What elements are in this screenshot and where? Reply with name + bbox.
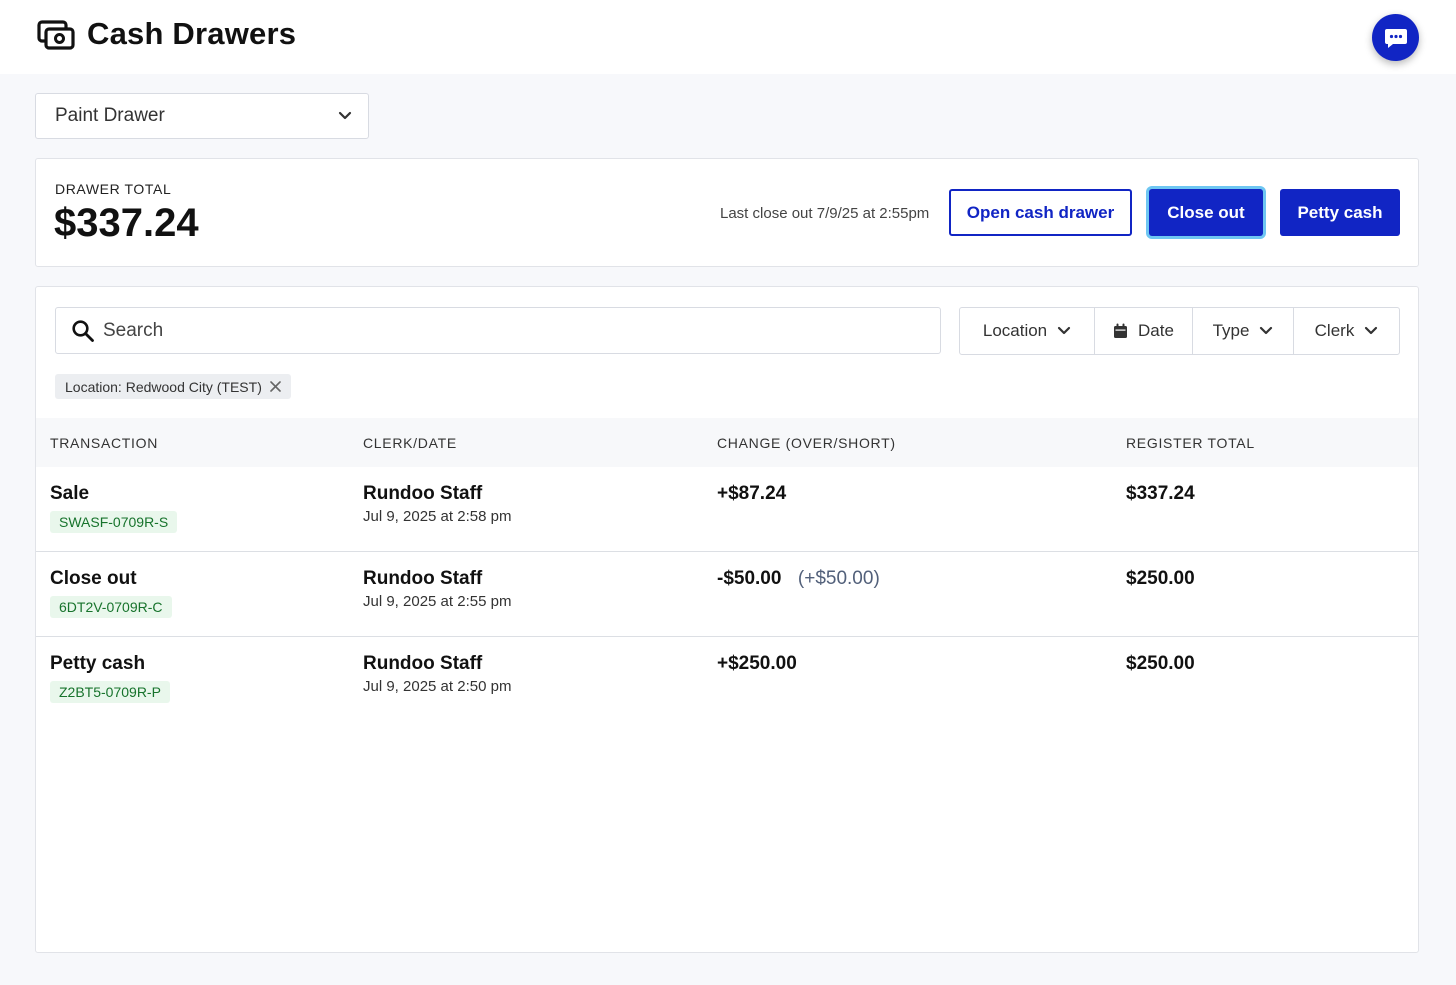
column-header-change: CHANGE (OVER/SHORT) bbox=[717, 435, 896, 451]
register-total: $337.24 bbox=[1126, 483, 1195, 504]
column-header-transaction: TRANSACTION bbox=[50, 435, 159, 451]
transaction-type: Petty cash bbox=[50, 653, 146, 674]
drawer-total-card: DRAWER TOTAL $337.24 Last close out 7/9/… bbox=[35, 158, 1419, 267]
clerk-filter-label: Clerk bbox=[1314, 321, 1355, 340]
chat-button[interactable] bbox=[1372, 14, 1419, 61]
calendar-icon bbox=[1114, 323, 1128, 338]
close-out-button[interactable]: Close out bbox=[1149, 189, 1263, 236]
table-row[interactable]: Petty cash Z2BT5-0709R-P Rundoo Staff Ju… bbox=[36, 637, 1418, 722]
transaction-id-badge: 6DT2V-0709R-C bbox=[50, 596, 172, 618]
column-header-register-total: REGISTER TOTAL bbox=[1126, 435, 1255, 451]
open-cash-drawer-button[interactable]: Open cash drawer bbox=[949, 189, 1132, 236]
close-icon[interactable] bbox=[270, 381, 281, 392]
drawer-select-value: Paint Drawer bbox=[55, 105, 165, 126]
chevron-down-icon bbox=[1365, 326, 1378, 335]
page-title: Cash Drawers bbox=[87, 16, 297, 51]
column-header-clerk-date: CLERK/DATE bbox=[363, 435, 457, 451]
filter-group: Location Date Type Clerk bbox=[959, 307, 1400, 355]
date-filter[interactable]: Date bbox=[1095, 308, 1193, 354]
transaction-date: Jul 9, 2025 at 2:55 pm bbox=[363, 593, 512, 610]
active-filter-chip: Location: Redwood City (TEST) bbox=[55, 374, 291, 399]
transaction-id-badge: SWASF-0709R-S bbox=[50, 511, 178, 533]
change-amount: +$250.00 bbox=[717, 653, 797, 674]
drawer-total-label: DRAWER TOTAL bbox=[55, 181, 172, 197]
transaction-id-badge: Z2BT5-0709R-P bbox=[50, 681, 170, 703]
chat-icon bbox=[1384, 28, 1407, 48]
register-total: $250.00 bbox=[1126, 653, 1195, 674]
location-filter-label: Location bbox=[982, 321, 1048, 340]
transaction-type: Sale bbox=[50, 483, 90, 504]
change-amount: +$87.24 bbox=[717, 483, 787, 504]
drawer-select[interactable]: Paint Drawer bbox=[35, 93, 369, 139]
transactions-card: Search Location Date Type Clerk bbox=[35, 286, 1419, 953]
last-close-out-text: Last close out 7/9/25 at 2:55pm bbox=[720, 205, 930, 222]
table-header: TRANSACTION CLERK/DATE CHANGE (OVER/SHOR… bbox=[36, 418, 1418, 467]
petty-cash-button[interactable]: Petty cash bbox=[1280, 189, 1400, 236]
location-filter[interactable]: Location bbox=[960, 308, 1095, 354]
chevron-down-icon bbox=[338, 111, 352, 120]
chevron-down-icon bbox=[1058, 326, 1071, 335]
change-amount: -$50.00 bbox=[717, 568, 782, 589]
register-total: $250.00 bbox=[1126, 568, 1195, 589]
drawer-total-value: $337.24 bbox=[54, 201, 199, 245]
table-row[interactable]: Sale SWASF-0709R-S Rundoo Staff Jul 9, 2… bbox=[36, 467, 1418, 552]
search-icon bbox=[72, 320, 94, 342]
date-filter-label: Date bbox=[1138, 321, 1174, 340]
transaction-type: Close out bbox=[50, 568, 137, 589]
table-row[interactable]: Close out 6DT2V-0709R-C Rundoo Staff Jul… bbox=[36, 552, 1418, 637]
top-bar: Cash Drawers bbox=[0, 0, 1456, 74]
type-filter[interactable]: Type bbox=[1193, 308, 1294, 354]
transaction-date: Jul 9, 2025 at 2:58 pm bbox=[363, 508, 512, 525]
clerk-name: Rundoo Staff bbox=[363, 568, 483, 589]
transaction-date: Jul 9, 2025 at 2:50 pm bbox=[363, 678, 512, 695]
chevron-down-icon bbox=[1260, 326, 1273, 335]
clerk-name: Rundoo Staff bbox=[363, 653, 483, 674]
active-filter-label: Location: Redwood City (TEST) bbox=[65, 378, 262, 395]
cash-drawer-icon bbox=[37, 20, 75, 50]
search-placeholder: Search bbox=[103, 320, 164, 341]
over-short-amount: (+$50.00) bbox=[797, 568, 880, 589]
clerk-name: Rundoo Staff bbox=[363, 483, 483, 504]
search-input[interactable]: Search bbox=[55, 307, 941, 354]
type-filter-label: Type bbox=[1212, 321, 1250, 340]
clerk-filter[interactable]: Clerk bbox=[1294, 308, 1399, 354]
